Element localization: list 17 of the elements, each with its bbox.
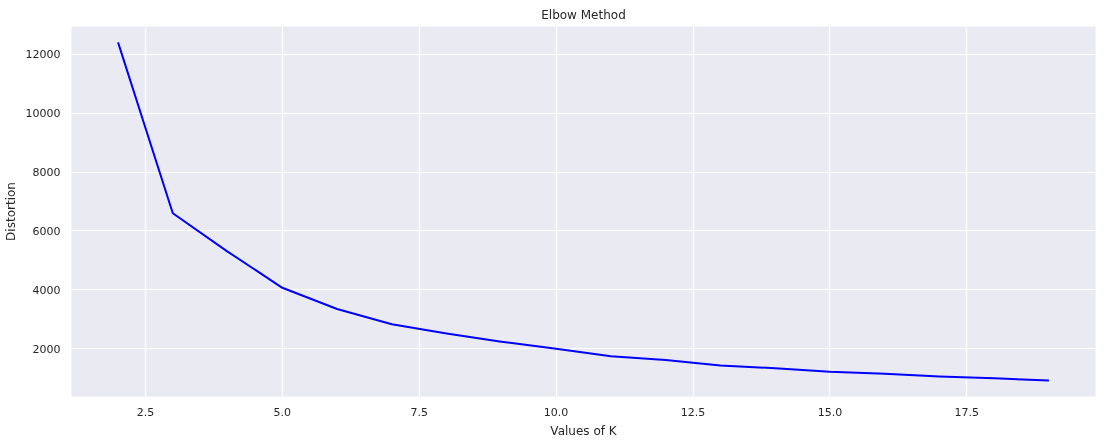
- chart-title: Elbow Method: [541, 7, 626, 22]
- y-tick-label: 2000: [32, 342, 61, 356]
- x-axis-title: Values of K: [550, 423, 618, 438]
- x-tick-label: 12.5: [680, 405, 706, 419]
- x-tick-label: 5.0: [273, 405, 292, 419]
- y-tick-label: 12000: [25, 48, 61, 62]
- x-tick-label: 7.5: [410, 405, 428, 419]
- x-tick-label: 10.0: [543, 405, 569, 419]
- x-tick-label: 15.0: [817, 405, 843, 419]
- x-tick-label: 17.5: [954, 405, 980, 419]
- x-tick-label: 2.5: [136, 405, 155, 419]
- y-tick-label: 10000: [25, 107, 61, 121]
- line-series: [117, 41, 1050, 382]
- y-tick-label: 4000: [32, 283, 61, 297]
- y-tick-label: 8000: [32, 166, 61, 180]
- y-tick-label: 6000: [32, 224, 61, 238]
- y-axis-title: Distortion: [3, 182, 18, 241]
